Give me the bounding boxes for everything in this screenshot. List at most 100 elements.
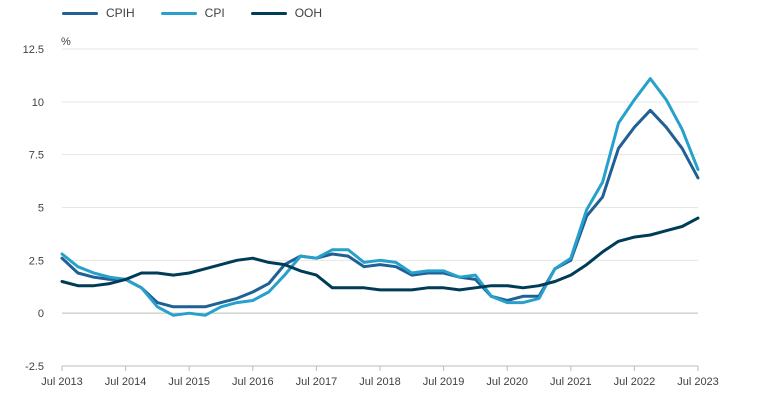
data-point-cpih [410, 273, 413, 277]
y-tick-label: 5 [38, 203, 44, 215]
data-point-cpi [521, 301, 525, 304]
data-point-cpi [458, 276, 461, 279]
data-point-cpi [617, 121, 620, 125]
y-tick-label: 10 [32, 97, 44, 109]
data-point-cpi [347, 248, 350, 251]
data-point-cpih [649, 109, 652, 112]
data-point-cpi [60, 252, 64, 256]
x-tick-label: Jul 2022 [614, 376, 656, 388]
legend: CPIH CPI OOH [62, 6, 322, 20]
data-point-ooh [251, 257, 254, 260]
data-point-cpi [140, 286, 143, 289]
data-point-cpi [506, 301, 509, 304]
data-point-ooh [235, 259, 239, 262]
data-point-ooh [203, 267, 207, 270]
data-point-cpi [188, 312, 191, 315]
data-point-cpi [219, 305, 223, 308]
gridlines [62, 48, 698, 367]
data-point-cpih [267, 282, 270, 285]
data-point-cpi [331, 248, 334, 251]
axes: 12.5 10 7.5 5 2.5 0 -2.5 Jul 2013 Jul 2014 Jul 20… [23, 44, 719, 388]
x-tick-label: Jul 2020 [486, 376, 528, 388]
data-point-cpi [410, 271, 413, 275]
data-point-cpih [394, 265, 398, 268]
data-point-cpi [235, 301, 239, 304]
data-point-ooh [394, 288, 398, 292]
data-point-cpih [156, 301, 159, 304]
data-point-ooh [474, 286, 477, 289]
series-lines [60, 77, 700, 317]
x-tick-label: Jul 2017 [296, 376, 338, 388]
data-point-cpi [585, 208, 588, 211]
data-point-cpih [188, 305, 191, 308]
data-point-cpi [696, 168, 700, 171]
data-point-cpi [601, 180, 604, 184]
data-point-cpih [347, 254, 350, 258]
data-point-ooh [331, 286, 334, 289]
data-point-ooh [347, 286, 350, 289]
x-tick-label: Jul 2023 [677, 376, 719, 388]
legend-label-cpi: CPI [204, 6, 225, 20]
data-point-cpi [474, 273, 477, 277]
data-point-ooh [267, 261, 270, 264]
data-point-ooh [299, 269, 302, 273]
data-point-cpi [315, 257, 318, 260]
x-tick-label: Jul 2018 [359, 376, 401, 388]
data-point-cpi [649, 77, 652, 80]
data-point-cpih [474, 278, 477, 281]
data-point-cpi [553, 267, 557, 270]
data-point-ooh [108, 282, 111, 285]
data-point-ooh [665, 229, 668, 232]
data-point-cpih [378, 263, 382, 266]
data-point-ooh [92, 284, 96, 287]
data-point-cpi [76, 265, 80, 268]
data-point-cpi [108, 276, 111, 279]
data-point-ooh [601, 250, 604, 254]
legend-label-cpih: CPIH [106, 6, 135, 20]
data-point-ooh [283, 263, 286, 266]
legend-item-cpih: CPIH [62, 6, 135, 20]
legend-swatch-cpi [160, 11, 197, 15]
data-point-ooh [172, 273, 175, 277]
data-point-ooh [569, 273, 572, 277]
data-point-cpih [251, 290, 254, 294]
data-point-cpi [92, 271, 96, 275]
y-tick-label: 2.5 [29, 255, 44, 267]
data-point-ooh [140, 271, 143, 275]
data-point-cpih [235, 297, 239, 300]
legend-item-cpi: CPI [160, 6, 225, 20]
data-point-cpih [60, 257, 64, 260]
legend-swatch-cpih [62, 11, 98, 15]
data-point-ooh [60, 280, 64, 283]
data-point-cpih [92, 276, 96, 279]
x-tick-label: Jul 2015 [168, 376, 210, 388]
data-point-cpih [331, 252, 334, 256]
data-point-ooh [362, 286, 366, 289]
data-point-ooh [378, 288, 382, 292]
series-line-ooh [60, 216, 700, 292]
data-point-cpih [108, 278, 111, 281]
data-point-cpih [680, 147, 684, 150]
data-point-ooh [633, 235, 636, 239]
data-point-ooh [490, 284, 493, 287]
legend-swatch-ooh [250, 11, 287, 15]
data-point-ooh [410, 288, 413, 292]
data-point-ooh [124, 278, 127, 281]
x-tick-label: Jul 2019 [423, 376, 465, 388]
x-tick-label: Jul 2021 [550, 376, 592, 388]
x-tick-label: Jul 2014 [105, 376, 147, 388]
data-point-cpi [299, 254, 302, 258]
data-point-cpih [601, 195, 604, 199]
data-point-cpih [362, 265, 366, 268]
data-point-cpi [537, 297, 541, 300]
data-point-ooh [219, 263, 223, 266]
data-point-cpi [680, 128, 684, 131]
data-point-ooh [649, 233, 652, 237]
data-point-cpih [696, 176, 700, 180]
data-point-cpi [251, 299, 254, 302]
data-point-ooh [553, 280, 557, 283]
series-line-cpih [60, 108, 700, 309]
data-point-cpih [219, 301, 223, 304]
